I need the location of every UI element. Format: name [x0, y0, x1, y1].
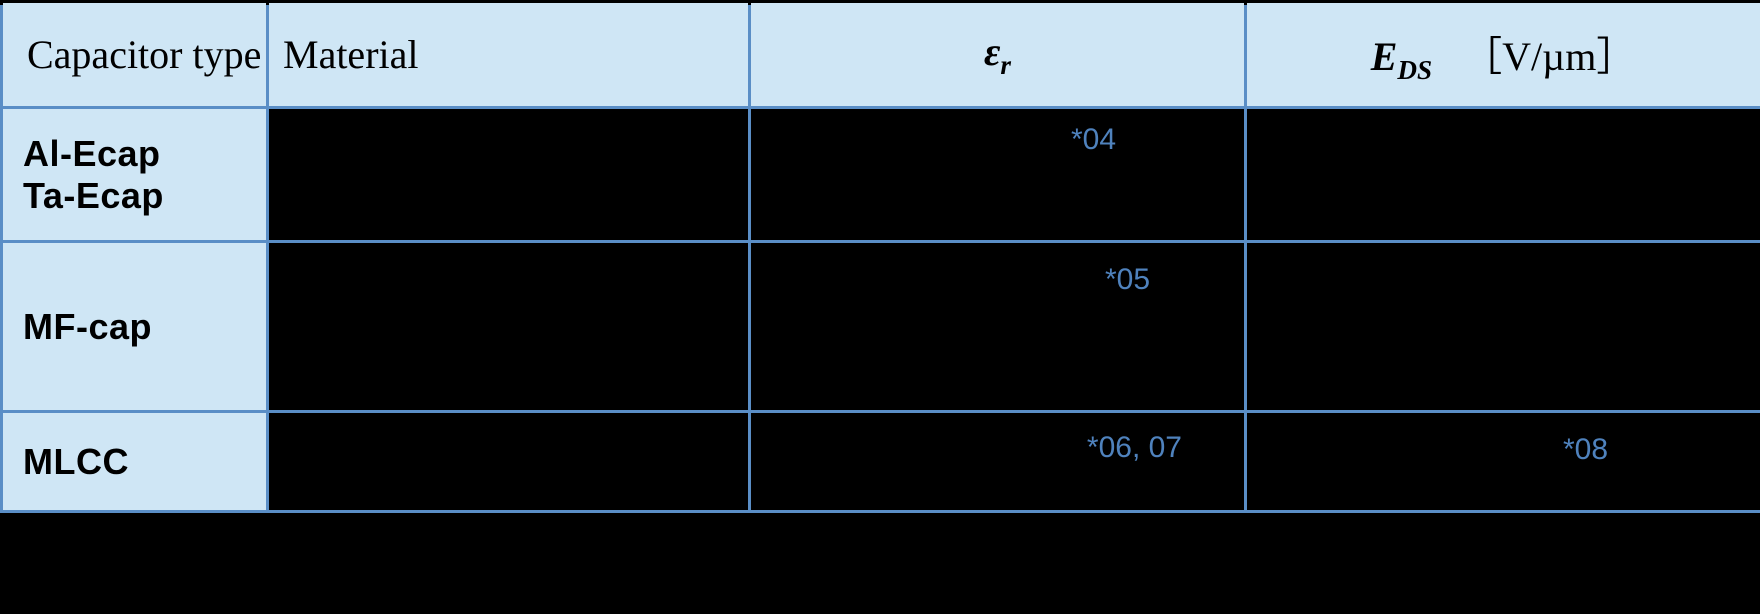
capacitor-table: Capacitor type Material εr EDS ［V/µm］ Al… — [0, 0, 1760, 513]
eps-r-symbol: ε — [984, 29, 1000, 74]
cell-e-ds — [1246, 242, 1760, 412]
cell-material — [268, 242, 750, 412]
e-ds-symbol: E — [1371, 34, 1398, 79]
table-header-row: Capacitor type Material εr EDS ［V/µm］ — [2, 2, 1760, 108]
cell-capacitor-type: MF-cap — [2, 242, 268, 412]
footnote-ref: *04 — [1071, 123, 1116, 157]
th-material-label: Material — [283, 32, 419, 77]
cell-capacitor-type: Al-Ecap Ta-Ecap — [2, 108, 268, 242]
cap-line: MLCC — [23, 441, 129, 482]
cell-e-ds: *08 — [1246, 412, 1760, 512]
cell-eps-r: *06, 07 — [750, 412, 1246, 512]
table-row: Al-Ecap Ta-Ecap *04 — [2, 108, 1760, 242]
cap-line: MF-cap — [23, 306, 152, 347]
cell-e-ds — [1246, 108, 1760, 242]
th-capacitor-type: Capacitor type — [2, 2, 268, 108]
eps-r-sub: r — [1000, 50, 1011, 80]
cap-line: Ta-Ecap — [23, 175, 164, 216]
cell-eps-r: *05 — [750, 242, 1246, 412]
footnote-ref: *08 — [1563, 433, 1608, 467]
th-material: Material — [268, 2, 750, 108]
e-ds-sub: DS — [1397, 55, 1432, 85]
cell-material — [268, 412, 750, 512]
cap-line: Al-Ecap — [23, 133, 161, 174]
cell-material — [268, 108, 750, 242]
e-ds-unit: ［V/µm］ — [1442, 34, 1636, 79]
table-row: MF-cap *05 — [2, 242, 1760, 412]
th-capacitor-type-label: Capacitor type — [27, 32, 261, 77]
cell-capacitor-type: MLCC — [2, 412, 268, 512]
cell-eps-r: *04 — [750, 108, 1246, 242]
table-row: MLCC *06, 07 *08 — [2, 412, 1760, 512]
th-eps-r: εr — [750, 2, 1246, 108]
footnote-ref: *06, 07 — [1087, 431, 1182, 465]
footer-black-band — [0, 520, 1760, 614]
page: Capacitor type Material εr EDS ［V/µm］ Al… — [0, 0, 1760, 614]
th-e-ds: EDS ［V/µm］ — [1246, 2, 1760, 108]
footnote-ref: *05 — [1105, 263, 1150, 297]
